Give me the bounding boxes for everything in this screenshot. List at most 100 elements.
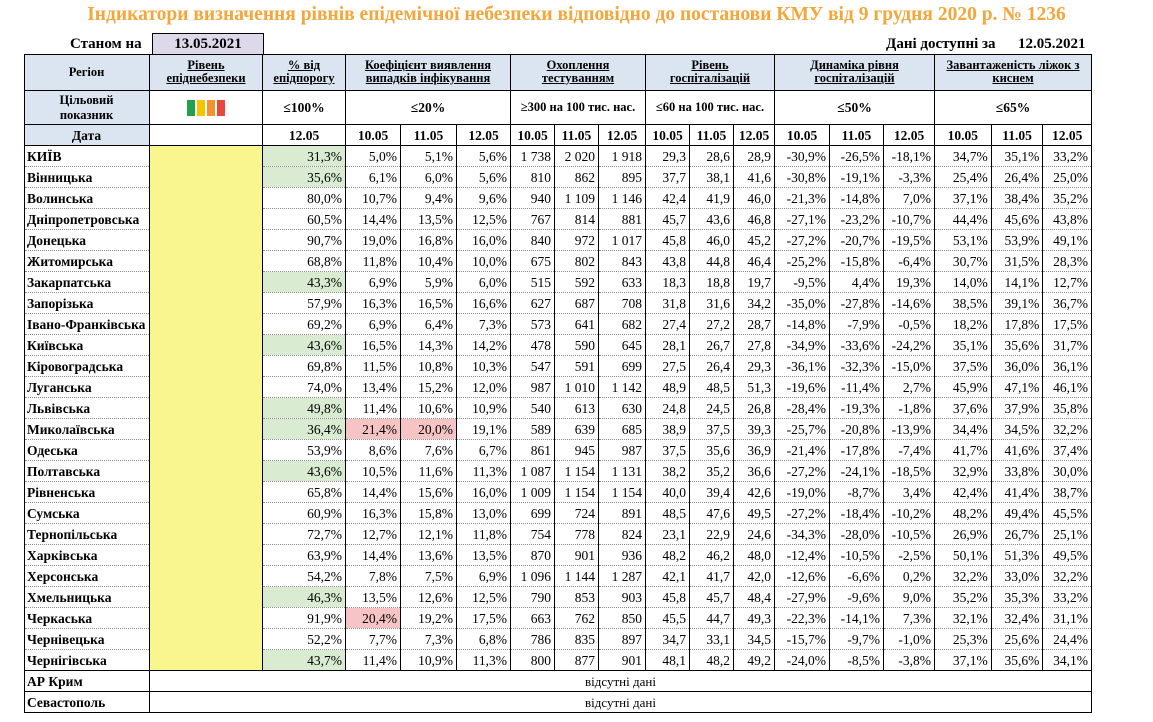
hospitalization-cell: 28,9 [733, 145, 775, 167]
dynamics-cell: -14,8% [774, 313, 830, 335]
region-name: Донецька [24, 229, 150, 251]
detection-cell: 10,5% [345, 460, 401, 482]
hospitalization-cell: 26,8 [733, 397, 775, 419]
oxygen-cell: 35,1% [990, 145, 1044, 167]
level-date-cell [149, 124, 263, 146]
testing-cell: 800 [510, 649, 555, 671]
detection-cell: 11,8% [456, 523, 511, 545]
oxygen-cell: 35,3% [990, 586, 1044, 608]
detection-cell: 6,7% [456, 439, 511, 461]
oxygen-date: 10.05 [934, 124, 992, 146]
detection-cell: 6,0% [456, 271, 511, 293]
testing-cell: 1 142 [598, 376, 646, 398]
testing-cell: 877 [554, 649, 599, 671]
testing-cell: 814 [554, 208, 599, 230]
oxygen-cell: 18,2% [934, 313, 992, 335]
detection-cell: 19,1% [456, 418, 511, 440]
table-row: Львівська 49,8% 11,4% 10,6% 10,9% 540 613 630 24… [24, 397, 1092, 419]
table-row: Миколаївська 36,4% 21,4% 20,0% 19,1% 589 639 68… [24, 418, 1092, 440]
oxygen-cell: 32,4% [990, 607, 1044, 629]
level-indicator [149, 90, 263, 125]
testing-cell: 835 [554, 628, 599, 650]
table-row: Полтавська 43,6% 10,5% 11,6% 11,3% 1 087 1 154… [24, 460, 1092, 482]
oxygen-cell: 51,3% [990, 544, 1044, 566]
hospitalization-cell: 48,5 [689, 376, 734, 398]
level-cell [149, 523, 263, 545]
hospitalization-cell: 24,8 [645, 397, 690, 419]
dynamics-cell: -24,2% [883, 334, 935, 356]
oxygen-cell: 30,7% [934, 250, 992, 272]
testing-cell: 824 [598, 523, 646, 545]
pct-threshold-cell: 43,3% [262, 271, 346, 293]
dynamics-cell: -18,1% [883, 145, 935, 167]
detection-cell: 20,4% [345, 607, 401, 629]
testing-cell: 850 [598, 607, 646, 629]
hospitalization-cell: 34,5 [733, 628, 775, 650]
testing-cell: 936 [598, 544, 646, 566]
data-available-label: Дані доступні за [886, 36, 996, 52]
pct-threshold-cell: 46,3% [262, 586, 346, 608]
region-name: Київська [24, 334, 150, 356]
dynamics-cell: -7,4% [883, 439, 935, 461]
header-dynamics: Динаміка рівня госпіталізацій [774, 54, 935, 91]
hospitalization-cell: 48,4 [733, 586, 775, 608]
region-name: Черкаська [24, 607, 150, 629]
hospitalization-cell: 34,7 [645, 628, 690, 650]
level-cell [149, 313, 263, 335]
detection-cell: 11,8% [345, 250, 401, 272]
dynamics-cell: -9,6% [829, 586, 884, 608]
detection-cell: 15,6% [400, 481, 457, 503]
oxygen-cell: 36,1% [1042, 355, 1092, 377]
table-row: КИЇВ 31,3% 5,0% 5,1% 5,6% 1 738 2 020 1 918 29,3… [24, 145, 1092, 167]
oxygen-cell: 14,1% [990, 271, 1044, 293]
oxygen-date: 11.05 [990, 124, 1044, 146]
level-cell [149, 481, 263, 503]
header-oxygen: Завантаженість ліжок з киснем [934, 54, 1092, 91]
dynamics-cell: -9,7% [829, 628, 884, 650]
level-cell [149, 292, 263, 314]
region-name: АР Крим [24, 670, 150, 692]
dynamics-cell: -0,5% [883, 313, 935, 335]
hospitalization-cell: 41,9 [689, 187, 734, 209]
detection-cell: 10,4% [400, 250, 457, 272]
dynamics-cell: -25,7% [774, 418, 830, 440]
level-cell [149, 439, 263, 461]
detection-cell: 9,4% [400, 187, 457, 209]
dynamics-cell: -19,1% [829, 166, 884, 188]
oxygen-cell: 26,9% [934, 523, 992, 545]
table-row: Житомирська 68,8% 11,8% 10,4% 10,0% 675 802 843… [24, 250, 1092, 272]
oxygen-cell: 49,5% [1042, 544, 1092, 566]
dynamics-cell: -27,8% [829, 292, 884, 314]
oxygen-cell: 25,6% [990, 628, 1044, 650]
detection-cell: 6,9% [345, 313, 401, 335]
region-name: Запорізька [24, 292, 150, 314]
table-row: Закарпатська 43,3% 6,9% 5,9% 6,0% 515 592 633 18… [24, 271, 1092, 293]
detection-cell: 19,0% [345, 229, 401, 251]
hospitalization-cell: 45,8 [645, 229, 690, 251]
region-name: Харківська [24, 544, 150, 566]
pct-threshold-cell: 90,7% [262, 229, 346, 251]
hospitalization-cell: 45,7 [645, 208, 690, 230]
dynamics-cell: -19,5% [883, 229, 935, 251]
oxygen-cell: 36,7% [1042, 292, 1092, 314]
detection-cell: 7,8% [345, 565, 401, 587]
testing-cell: 699 [510, 502, 555, 524]
dynamics-cell: -10,5% [883, 523, 935, 545]
target-pct-threshold: ≤100% [262, 90, 346, 125]
hospitalization-cell: 36,9 [733, 439, 775, 461]
report-title: Індикатори визначення рівнів епідемічної… [87, 4, 1066, 25]
dynamics-cell: -3,3% [883, 166, 935, 188]
testing-cell: 627 [510, 292, 555, 314]
testing-cell: 987 [510, 376, 555, 398]
oxygen-cell: 41,6% [990, 439, 1044, 461]
detection-cell: 16,0% [456, 481, 511, 503]
testing-cell: 940 [510, 187, 555, 209]
dynamics-cell: -3,8% [883, 649, 935, 671]
detection-cell: 13,5% [400, 208, 457, 230]
oxygen-cell: 36,0% [990, 355, 1044, 377]
hospitalization-cell: 28,1 [645, 334, 690, 356]
hospitalization-cell: 41,7 [689, 565, 734, 587]
table-row: Луганська 74,0% 13,4% 15,2% 12,0% 987 1 010 1 1… [24, 376, 1092, 398]
detection-cell: 10,9% [456, 397, 511, 419]
dynamics-cell: -34,9% [774, 334, 830, 356]
